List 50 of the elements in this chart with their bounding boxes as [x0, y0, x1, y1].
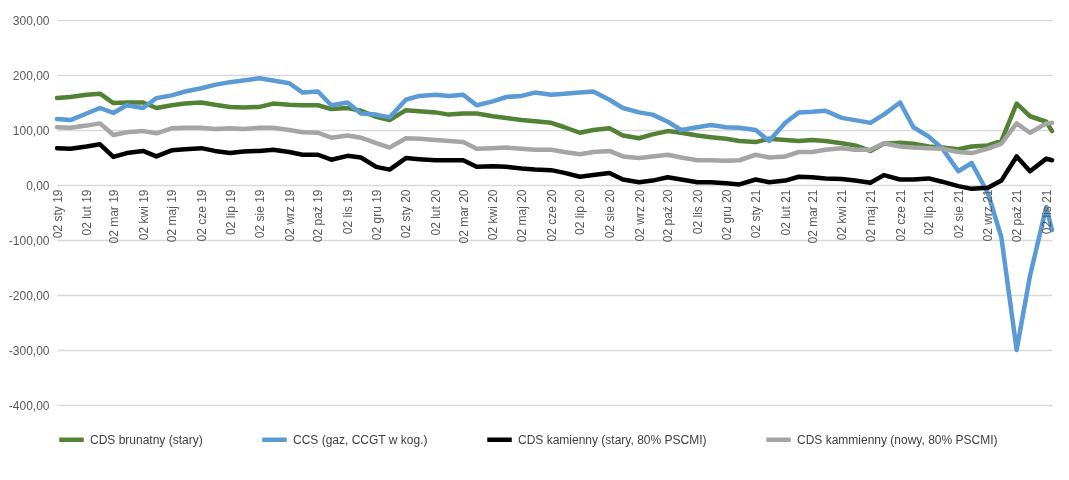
legend-label: CDS kammienny (nowy, 80% PSCMI): [797, 432, 998, 447]
x-tick-label: 02 paź 20: [661, 189, 676, 243]
x-tick-label: 02 sie 20: [602, 189, 617, 239]
x-tick-label: 02 maj 21: [863, 189, 878, 243]
x-tick-label: 02 maj 19: [165, 189, 180, 243]
line-series: [54, 142, 1055, 192]
x-tick-label: 02 kwi 21: [835, 189, 850, 241]
x-tick-label: 02 lut 19: [80, 189, 95, 236]
y-tick-label: 300,00: [12, 13, 50, 28]
x-tick-label: 02 lut 21: [778, 189, 793, 236]
x-tick-label: 02 gru 19: [369, 189, 384, 241]
x-tick-label: 02 lis 21: [1039, 189, 1054, 235]
x-tick-label: 02 sty 21: [749, 189, 764, 239]
x-tick-label: 02 paź 19: [311, 189, 326, 243]
x-tick-label: 02 lis 19: [341, 189, 356, 235]
y-tick-label: -100,00: [8, 233, 50, 248]
x-tick-label: 02 kwi 20: [486, 189, 501, 241]
legend-label: CDS kamienny (stary, 80% PSCMI): [518, 432, 707, 447]
x-tick-label: 02 gru 20: [719, 189, 734, 241]
legend-label: CDS brunatny (stary): [90, 432, 203, 447]
x-tick-label: 02 sty 19: [50, 189, 65, 239]
x-tick-label: 02 kwi 19: [136, 189, 151, 241]
x-tick-label: 02 lip 20: [573, 189, 588, 235]
y-tick-label: -300,00: [8, 343, 50, 358]
x-tick-label: 02 mar 19: [106, 189, 121, 244]
x-tick-label: 02 mar 20: [456, 189, 471, 244]
y-tick-label: -200,00: [8, 288, 50, 303]
x-tick-label: 02 lut 20: [429, 189, 443, 236]
x-tick-label: 02 lis 20: [690, 189, 705, 235]
legend-label: CCS (gaz, CCGT w kog.): [293, 432, 428, 447]
line-series: [54, 76, 1055, 353]
line-series: [54, 120, 1055, 164]
x-tick-label: 02 wrz 21: [981, 189, 996, 242]
x-tick-label: 02 lip 21: [922, 189, 937, 235]
y-tick-label: 100,00: [12, 123, 50, 138]
x-tick-label: 02 lip 19: [223, 189, 238, 235]
x-tick-label: 02 wrz 19: [282, 189, 297, 242]
x-tick-label: 02 maj 20: [515, 189, 530, 243]
x-tick-label: 02 sty 20: [399, 189, 414, 239]
x-tick-label: 02 mar 21: [805, 189, 820, 244]
x-tick-label: 02 sie 19: [253, 189, 268, 239]
x-tick-label: 02 cze 19: [194, 189, 209, 242]
x-tick-label: 02 cze 21: [893, 189, 908, 242]
x-tick-label: 02 sie 21: [951, 189, 966, 239]
y-tick-label: 200,00: [12, 68, 50, 83]
y-tick-label: -400,00: [8, 398, 50, 413]
x-tick-label: 02 cze 20: [544, 189, 559, 242]
y-tick-label: 0,00: [26, 178, 50, 193]
x-tick-label: 02 paź 21: [1010, 189, 1025, 243]
x-tick-label: 02 wrz 20: [632, 189, 647, 242]
